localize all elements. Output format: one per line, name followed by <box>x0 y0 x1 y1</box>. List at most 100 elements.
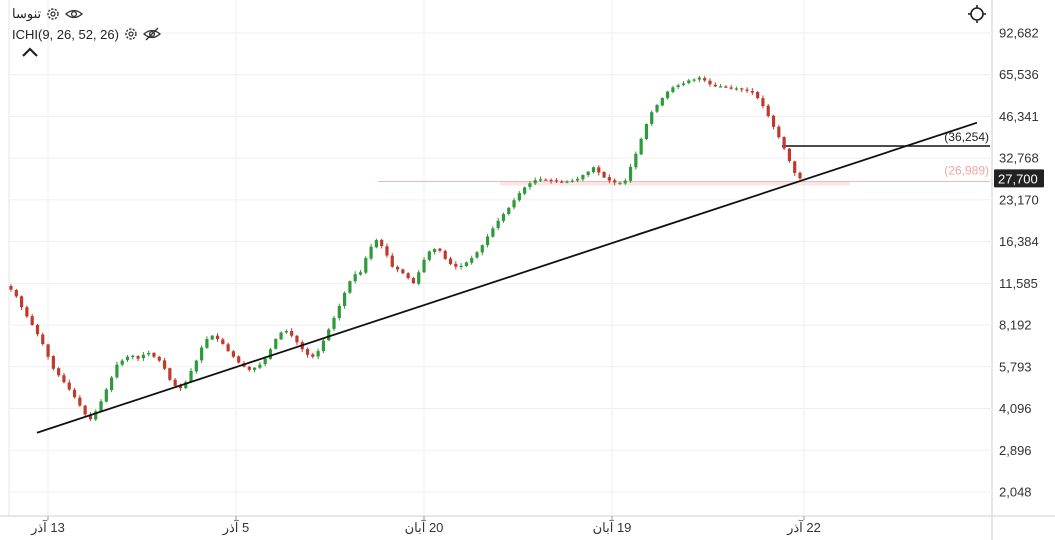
y-tick-label: 5,793 <box>999 359 1032 374</box>
candle-down <box>19 296 24 308</box>
candle-down <box>157 356 161 361</box>
candle-up <box>120 360 124 365</box>
candle-down <box>152 352 156 357</box>
candle-down <box>448 258 453 265</box>
candle-down <box>411 278 416 284</box>
x-tick-label: 19 آبان <box>593 519 632 535</box>
candle-down <box>438 248 442 251</box>
candle-up <box>189 370 193 382</box>
candle-down <box>168 368 172 380</box>
candle-down <box>9 286 13 290</box>
candle-down <box>401 269 405 274</box>
candle-down <box>380 239 384 247</box>
candle-down <box>766 105 770 117</box>
candle-down <box>560 181 564 183</box>
eye-off-icon[interactable] <box>142 25 161 43</box>
last-price-label: 27,700 <box>998 171 1038 186</box>
candle-up <box>697 77 701 80</box>
candle-down <box>787 148 792 162</box>
candle-up <box>252 367 257 370</box>
candle-down <box>782 137 786 149</box>
candle-up <box>327 329 331 341</box>
candle-down <box>311 354 315 357</box>
candle-down <box>46 344 50 357</box>
candle-up <box>364 258 368 273</box>
y-tick-label: 2,048 <box>999 485 1032 500</box>
candle-down <box>607 177 611 181</box>
candle-up <box>358 272 363 275</box>
candle-up <box>110 377 114 390</box>
candle-down <box>745 89 749 91</box>
candle-down <box>454 263 458 267</box>
candle-up <box>586 171 590 176</box>
candle-down <box>750 90 754 93</box>
candle-up <box>284 330 288 333</box>
candle-down <box>62 375 66 383</box>
support-level-label: (26,989) <box>944 164 989 178</box>
candle-up <box>147 352 151 355</box>
x-tick-label: 20 آبان <box>405 519 444 535</box>
candle-down <box>613 180 617 183</box>
trendline <box>36 121 978 434</box>
x-tick-label: 22 آذر <box>786 519 821 536</box>
candle-down <box>390 255 394 267</box>
candle-up <box>687 80 691 84</box>
candle-up <box>512 200 516 208</box>
candle-up <box>343 292 347 306</box>
candle-up <box>671 87 675 93</box>
candle-up <box>194 360 198 372</box>
x-tick-label: 5 آذر <box>222 519 250 536</box>
candle-up <box>517 193 521 201</box>
candle-down <box>443 250 447 259</box>
candle-up <box>491 228 495 237</box>
candle-up <box>200 347 204 361</box>
candle-up <box>348 281 352 293</box>
candle-down <box>290 330 294 336</box>
y-tick-label: 65,536 <box>999 67 1039 82</box>
candle-up <box>279 332 283 340</box>
crosshair-icon[interactable] <box>965 3 989 25</box>
chevron-up-icon[interactable] <box>18 42 42 62</box>
candle-down <box>761 98 765 107</box>
candle-down <box>305 349 310 355</box>
eye-icon[interactable] <box>65 5 84 23</box>
candle-down <box>72 389 77 398</box>
candle-up <box>104 389 108 402</box>
candle-up <box>353 274 357 282</box>
candle-down <box>793 161 797 173</box>
candle-up <box>321 340 326 352</box>
candle-down <box>30 316 34 325</box>
candle-up <box>115 364 119 378</box>
candle-up <box>94 411 98 420</box>
candle-down <box>729 87 733 89</box>
x-axis: 13 آذر 5 آذر 20 آبان 19 آبان 22 آذر <box>30 516 821 536</box>
candle-down <box>554 180 559 182</box>
candle-down <box>756 92 760 99</box>
candle-up <box>268 349 273 359</box>
candle-up <box>581 174 585 180</box>
candle-down <box>88 414 93 420</box>
gear-icon[interactable] <box>44 5 62 23</box>
candle-down <box>226 344 230 352</box>
y-tick-label: 23,170 <box>999 192 1039 207</box>
candle-up <box>528 183 532 187</box>
candle-up <box>99 401 103 412</box>
candle-up <box>184 382 188 389</box>
candle-down <box>295 335 299 343</box>
candle-up <box>258 364 262 368</box>
candle-down <box>78 397 82 406</box>
gear-icon[interactable] <box>122 25 140 43</box>
last-price-badge <box>994 169 1044 188</box>
candle-up <box>475 252 479 258</box>
candle-up <box>131 355 135 357</box>
candle-up <box>480 245 484 253</box>
candle-up <box>639 138 643 155</box>
y-axis: 92,682 65,536 46,341 32,768 23,170 16,384 11,5… <box>994 26 1044 500</box>
y-tick-label: 32,768 <box>999 151 1039 166</box>
candle-down <box>57 368 61 376</box>
candle-up <box>681 83 686 85</box>
candle-up <box>501 214 506 221</box>
candles <box>9 75 802 422</box>
